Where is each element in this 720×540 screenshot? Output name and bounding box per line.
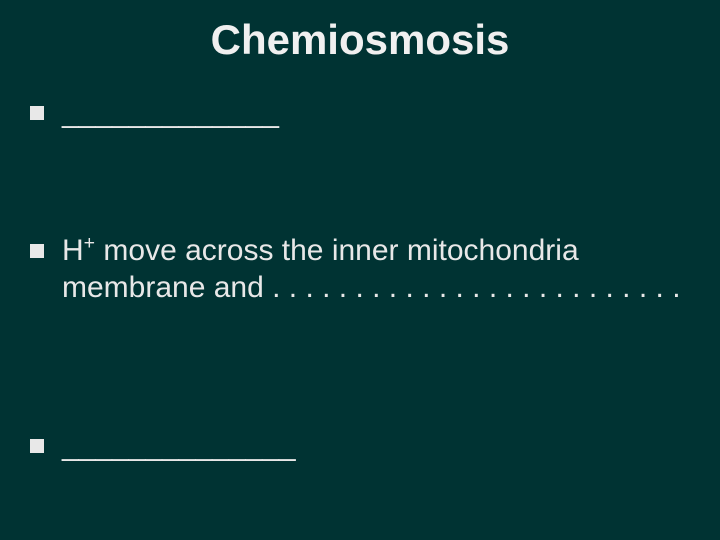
bullet-pre: H bbox=[62, 234, 84, 267]
spacer bbox=[30, 132, 700, 232]
spacer bbox=[30, 307, 700, 427]
bullet-item: ______________ bbox=[30, 427, 700, 465]
bullet-text-blank: _____________ bbox=[62, 94, 279, 132]
bullet-marker-icon bbox=[30, 244, 44, 258]
slide: Chemiosmosis _____________ H+ move acros… bbox=[0, 0, 720, 540]
bullet-text-blank: ______________ bbox=[62, 427, 296, 465]
bullet-item: H+ move across the inner mitochondria me… bbox=[30, 232, 700, 307]
bullet-item: _____________ bbox=[30, 94, 700, 132]
bullet-list: _____________ H+ move across the inner m… bbox=[20, 94, 700, 464]
bullet-post: move across the inner mitochondria membr… bbox=[62, 234, 681, 305]
bullet-marker-icon bbox=[30, 439, 44, 453]
bullet-sup: + bbox=[84, 232, 95, 254]
bullet-text: H+ move across the inner mitochondria me… bbox=[62, 232, 700, 307]
slide-title: Chemiosmosis bbox=[20, 10, 700, 64]
bullet-marker-icon bbox=[30, 106, 44, 120]
